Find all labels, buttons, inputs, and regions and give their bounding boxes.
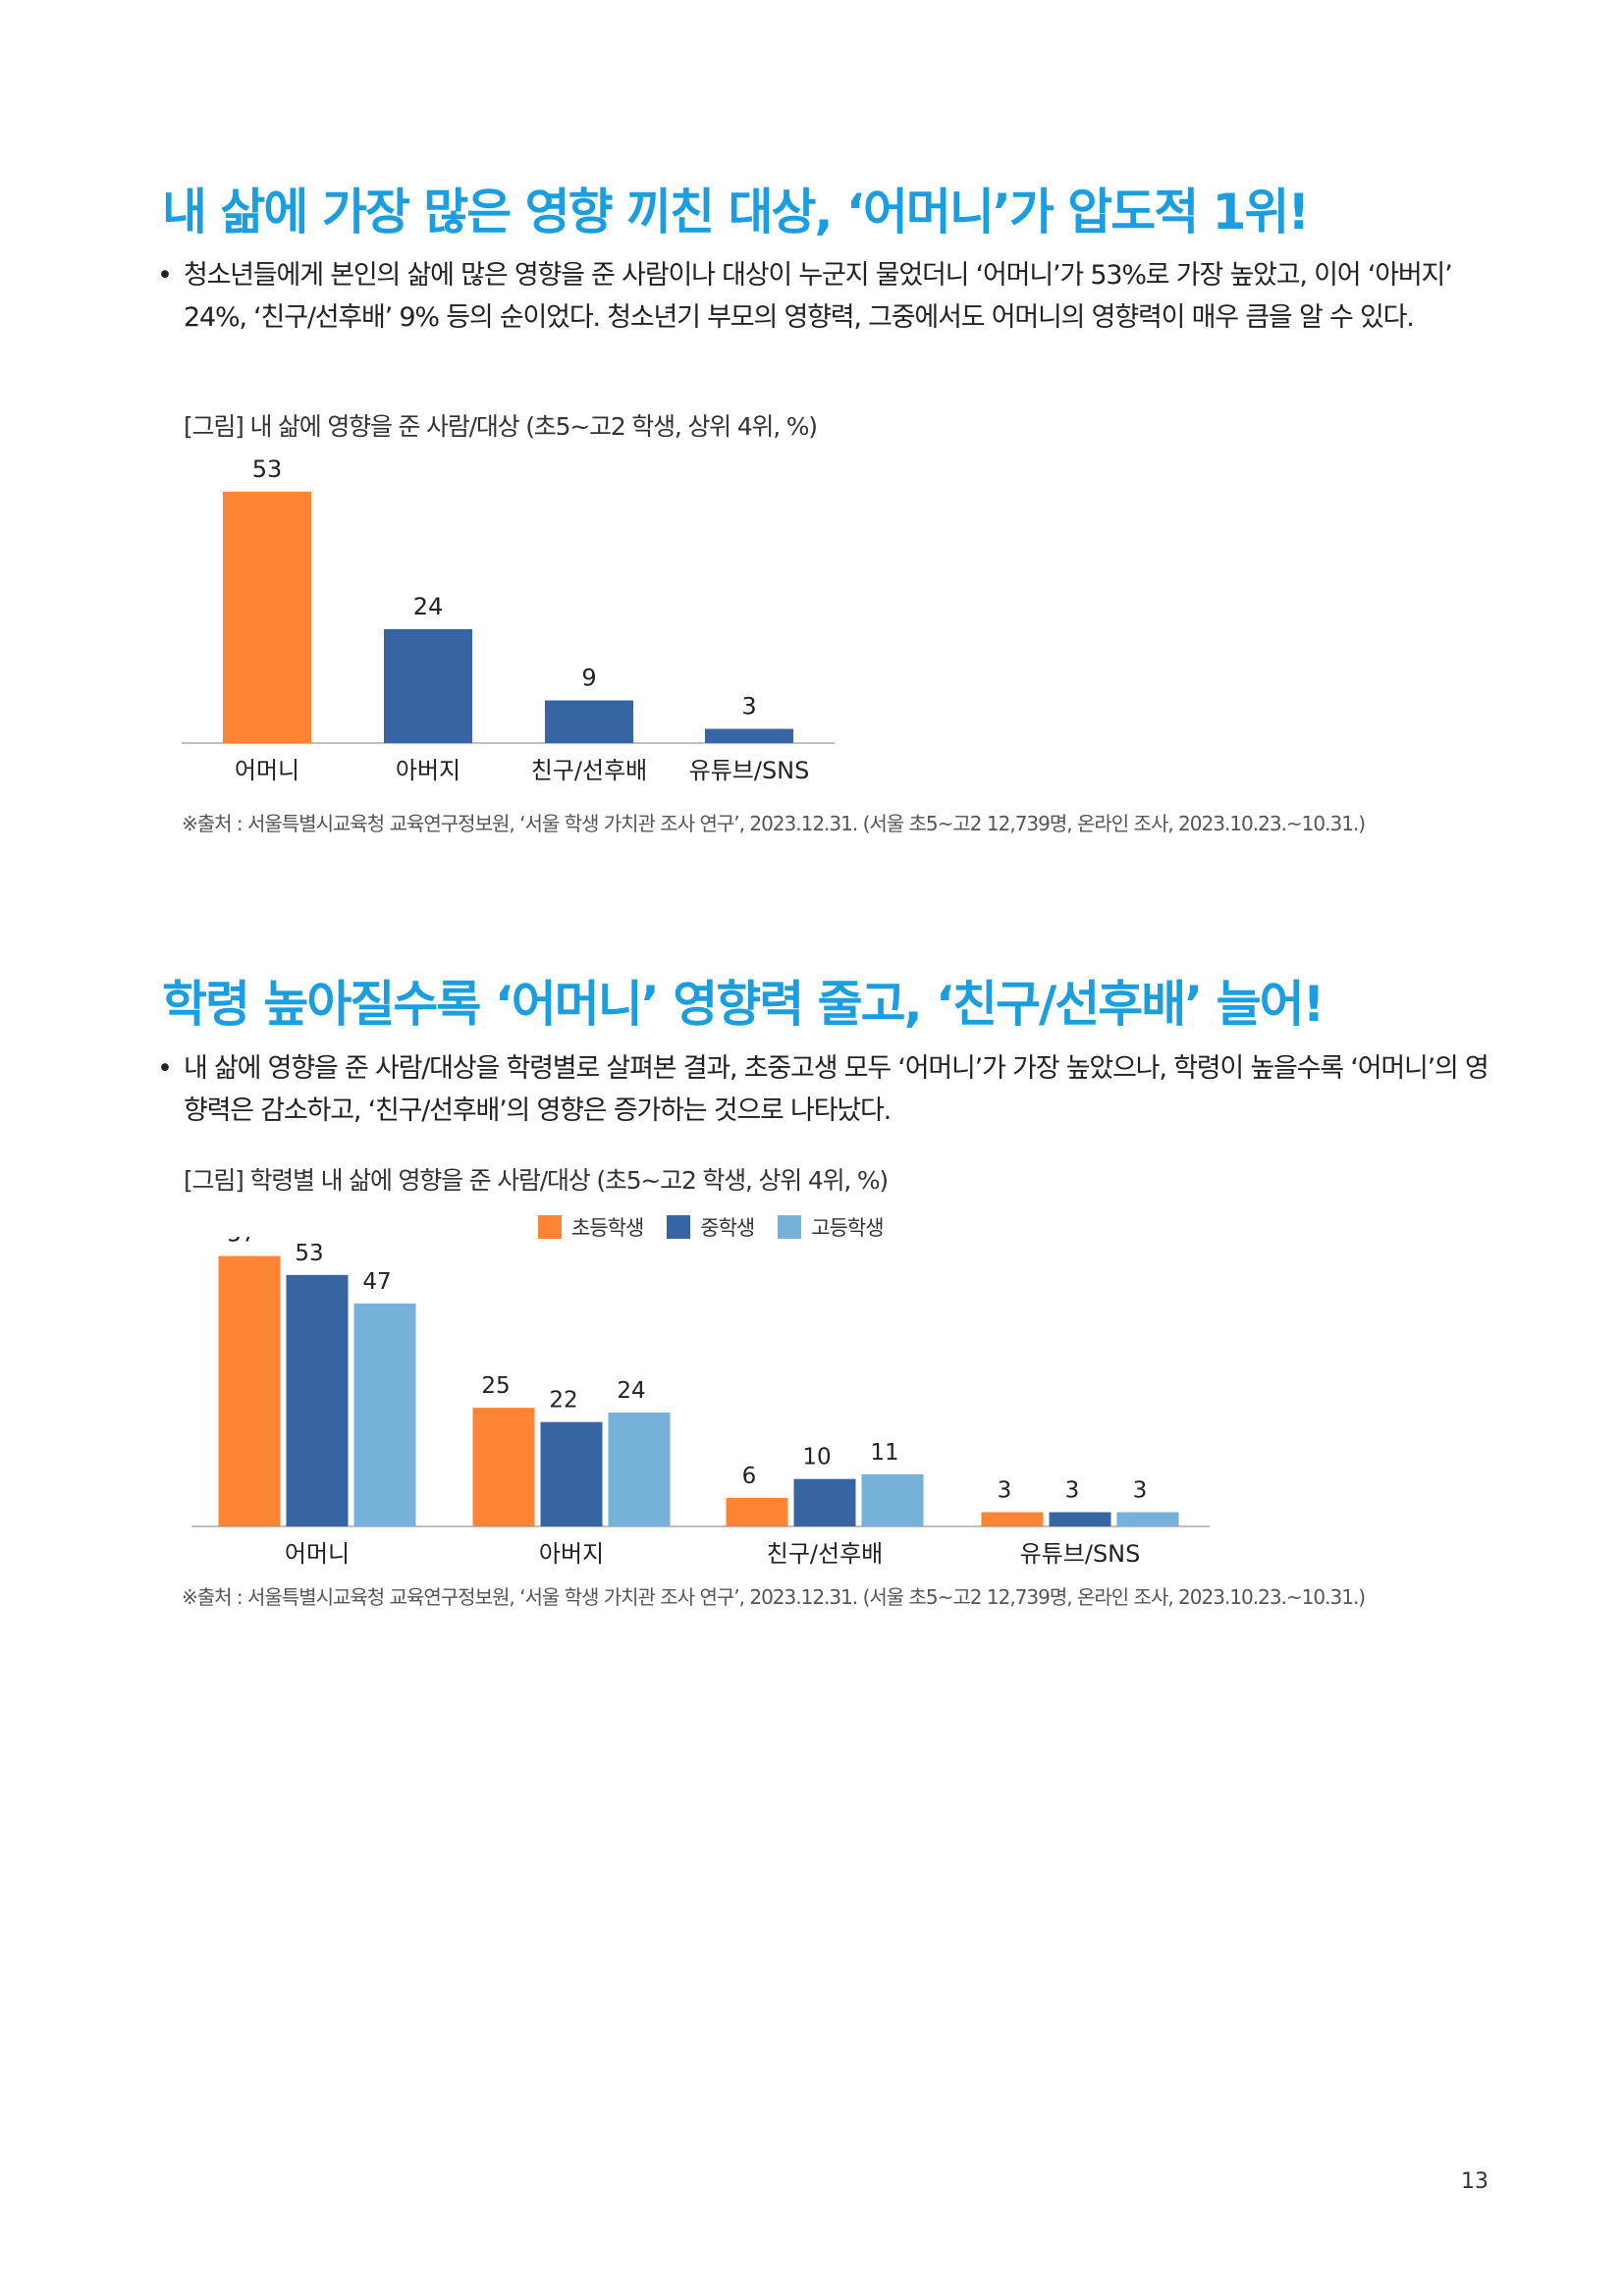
bar (861, 1473, 924, 1526)
legend-label-high: 고등학생 (811, 1216, 884, 1240)
bar (793, 1478, 856, 1526)
bullet-dot: • (157, 1053, 173, 1084)
bar (286, 1274, 349, 1526)
bar (1049, 1512, 1111, 1526)
legend-label-middle: 중학생 (700, 1216, 755, 1240)
chart1-caption: [그림] 내 삶에 영향을 준 사람/대상 (초5~고2 학생, 상위 4위, … (184, 412, 818, 441)
data-label: 47 (362, 1269, 391, 1295)
x-tick-label: 아버지 (539, 1540, 604, 1568)
bar (223, 491, 311, 743)
section2-bullet-text: 내 삶에 영향을 준 사람/대상을 학령별로 살펴본 결과, 초중고생 모두 ‘… (184, 1053, 1489, 1126)
data-label: 24 (413, 593, 444, 620)
legend-swatch-high (778, 1215, 802, 1239)
data-label: 6 (742, 1464, 757, 1489)
data-label: 3 (998, 1478, 1012, 1504)
x-tick-label: 친구/선후배 (531, 757, 648, 784)
section2-bullet: • 내 삶에 영향을 준 사람/대상을 학령별로 살펴본 결과, 초중고생 모두… (157, 1047, 1492, 1132)
page-number: 13 (1461, 2169, 1488, 2194)
chart1-source: ※출처 : 서울특별시교육청 교육연구정보원, ‘서울 학생 가치관 조사 연구… (182, 812, 1366, 835)
legend-swatch-middle (667, 1215, 691, 1239)
data-label: 22 (549, 1388, 577, 1414)
bar (472, 1408, 535, 1526)
section1-heading: 내 삶에 가장 많은 영향 끼친 대상, ‘어머니’가 압도적 1위! (162, 184, 1310, 240)
bar (218, 1255, 281, 1526)
bar (705, 728, 793, 743)
x-tick-label: 어머니 (235, 757, 299, 784)
data-label: 53 (252, 455, 283, 483)
legend-item-high: 고등학생 (778, 1212, 885, 1242)
section2-heading: 학령 높아질수록 ‘어머니’ 영향력 줄고, ‘친구/선후배’ 늘어! (162, 976, 1325, 1033)
x-tick-label: 친구/선후배 (767, 1540, 884, 1568)
legend-item-elementary: 초등학생 (538, 1212, 644, 1242)
x-tick-label: 유튜브/SNS (689, 757, 810, 784)
bar (608, 1413, 671, 1526)
section1-bullet-text: 청소년들에게 본인의 삶에 많은 영향을 준 사람이나 대상이 누군지 물었더니… (184, 260, 1453, 333)
data-label: 57 (227, 1237, 255, 1248)
chart2-grouped-bar-chart: 57 53 47 어머니 25 22 24 아버지 6 10 11 친구/선후배 3 3 3 유튜브/SNS (191, 1237, 1210, 1568)
legend-label-elementary: 초등학생 (571, 1216, 644, 1240)
bar (545, 700, 633, 743)
bar (1116, 1512, 1179, 1526)
data-label: 53 (295, 1241, 323, 1266)
data-label: 3 (1133, 1478, 1148, 1504)
x-tick-label: 아버지 (396, 757, 460, 784)
bullet-dot: • (157, 260, 173, 291)
x-tick-label: 어머니 (285, 1540, 350, 1568)
data-label: 3 (741, 693, 756, 721)
legend-swatch-elementary (538, 1215, 562, 1239)
bar (540, 1421, 603, 1526)
data-label: 25 (481, 1373, 510, 1399)
section1-bullet: • 청소년들에게 본인의 삶에 많은 영향을 준 사람이나 대상이 누군지 물었… (157, 254, 1492, 339)
bar (384, 629, 472, 743)
data-label: 11 (870, 1440, 898, 1466)
data-label: 10 (802, 1445, 831, 1470)
data-label: 9 (581, 665, 596, 692)
chart2-source: ※출처 : 서울특별시교육청 교육연구정보원, ‘서울 학생 가치관 조사 연구… (182, 1585, 1366, 1609)
data-label: 24 (617, 1378, 645, 1404)
chart1-bar-chart: 53 어머니 24 아버지 9 친구/선후배 3 유튜브/SNS (182, 455, 835, 784)
chart2-caption: [그림] 학령별 내 삶에 영향을 준 사람/대상 (초5~고2 학생, 상위 … (184, 1166, 889, 1195)
bar (353, 1303, 416, 1526)
data-label: 3 (1065, 1478, 1080, 1504)
chart2-legend: 초등학생 중학생 고등학생 (538, 1212, 885, 1242)
bar (981, 1512, 1044, 1526)
legend-item-middle: 중학생 (667, 1212, 755, 1242)
x-tick-label: 유튜브/SNS (1020, 1540, 1141, 1568)
bar (726, 1498, 788, 1526)
